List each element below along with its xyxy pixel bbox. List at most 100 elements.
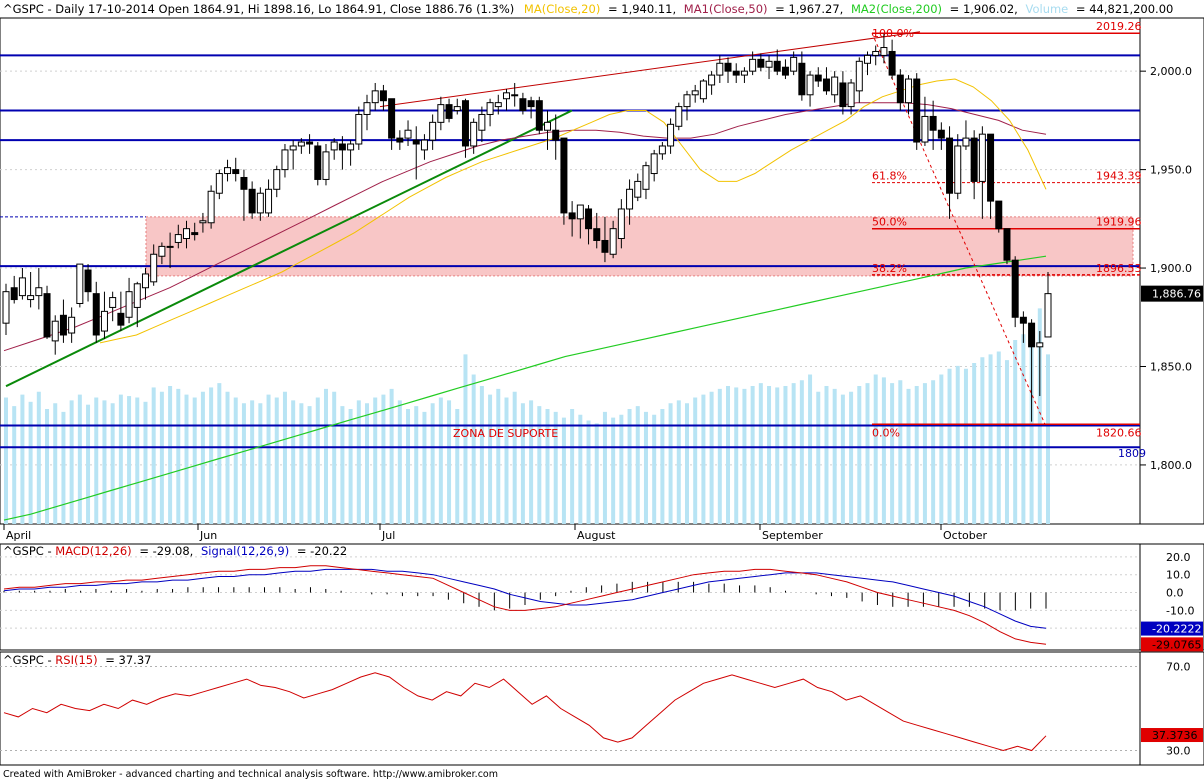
candle-body — [1011, 259, 1019, 318]
candle-body — [749, 58, 757, 72]
candle-body — [199, 220, 207, 224]
price-panel: 1,800.0 1,850.0 1,900.0 1,950.0 2,000.0 1809 1… — [0, 17, 1204, 542]
volume-bar — [381, 394, 386, 524]
volume-bar — [709, 391, 714, 524]
candle-body — [2, 291, 10, 324]
volume-bar — [406, 409, 411, 524]
volume-bar — [676, 400, 681, 524]
candle-body — [1044, 293, 1052, 338]
candle-body — [470, 121, 478, 147]
volume-bar — [118, 394, 123, 524]
ma50-legend-value: = 1,967.27, — [775, 2, 843, 16]
candle-body — [822, 78, 830, 92]
volume-bar — [258, 403, 263, 524]
volume-bar — [463, 354, 468, 524]
volume-bar — [159, 391, 164, 524]
candle-body — [626, 188, 634, 210]
candle-body — [51, 320, 59, 342]
candle-body — [716, 62, 724, 76]
candle-body — [527, 100, 535, 108]
candle-body — [281, 149, 289, 171]
volume-bar — [996, 351, 1001, 524]
volume-bar — [742, 388, 747, 524]
candle-body — [1019, 316, 1027, 324]
candle-body — [601, 239, 609, 253]
candle-body — [420, 139, 428, 151]
volume-bar — [865, 383, 870, 524]
volume-bar — [627, 409, 632, 524]
candle-body — [708, 74, 716, 86]
volume-bar — [881, 377, 886, 524]
last-price-box — [1141, 285, 1203, 302]
candle-body — [855, 60, 863, 92]
candle-body — [297, 141, 305, 147]
candle-body — [773, 60, 781, 72]
volume-bar — [758, 383, 763, 524]
signal-value-box — [1141, 621, 1203, 636]
volume-bar — [840, 394, 845, 524]
volume-bar — [775, 387, 780, 524]
volume-bar — [512, 391, 517, 524]
candle-body — [437, 104, 445, 123]
ma200-line — [3, 255, 1047, 521]
month-label: April — [6, 529, 31, 542]
candle-body — [946, 137, 954, 194]
volume-bar — [1029, 322, 1034, 524]
volume-bar — [594, 423, 599, 524]
candle-body — [913, 78, 921, 143]
ma50-legend: MA1(Close,50) — [684, 2, 768, 16]
price-tick-label: 1,850.0 — [1150, 360, 1192, 373]
volume-bar — [102, 400, 107, 524]
horizontal-level-label: 1809 — [1118, 447, 1146, 460]
volume-bar — [955, 365, 960, 524]
volume-bar — [365, 403, 370, 524]
volume-bar — [824, 386, 829, 524]
candle-body — [987, 133, 995, 202]
candle-body — [92, 293, 100, 336]
candle-body — [535, 100, 543, 131]
volume-bar — [225, 391, 230, 524]
candle-body — [978, 133, 986, 182]
last-price-label: 1,886.76 — [1152, 288, 1201, 301]
volume-bar — [1021, 334, 1026, 524]
volume-bar — [299, 403, 304, 524]
volume-bar — [643, 411, 648, 524]
candle-body — [166, 245, 174, 248]
rsi-line — [3, 672, 1047, 752]
volume-bar — [1037, 308, 1042, 524]
rsi-tick-label: 30.0 — [1166, 745, 1191, 758]
volume-bar — [176, 388, 181, 524]
volume-bar — [455, 409, 460, 524]
volume-bar — [233, 397, 238, 524]
footer-credit: Created with AmiBroker - advanced charti… — [3, 769, 498, 780]
volume-bar — [61, 411, 66, 524]
fib-diagonal — [871, 33, 1046, 425]
volume-bar — [127, 396, 132, 524]
volume-bar — [529, 400, 534, 524]
volume-bar — [12, 406, 17, 524]
volume-bar — [209, 387, 214, 524]
volume-bar — [20, 394, 25, 524]
fib-level-value: 1943.39 — [1096, 170, 1142, 183]
volume-legend: Volume — [1025, 2, 1068, 16]
candle-body — [593, 228, 601, 241]
candle-body — [289, 145, 297, 151]
candle-body — [486, 102, 494, 115]
candle-body — [322, 151, 330, 180]
candle-body — [68, 316, 76, 334]
candle-body — [781, 66, 789, 76]
candle-body — [617, 208, 625, 240]
volume-bar — [504, 397, 509, 524]
fib-level-percent: 50.0% — [872, 216, 907, 229]
month-label: October — [943, 529, 987, 542]
volume-bar — [45, 409, 50, 524]
price-tick-label: 2,000.0 — [1150, 65, 1192, 78]
volume-bar — [315, 397, 320, 524]
volume-bar — [184, 394, 189, 524]
candle-body — [634, 180, 642, 198]
rsi-header: ^GSPC - RSI(15) = 37.37 — [3, 653, 151, 667]
rsi-axis-border — [1139, 651, 1204, 766]
rsi-panel: 70.0 30.0 37.3736 — [0, 651, 1204, 766]
ma20-line — [99, 78, 1047, 344]
